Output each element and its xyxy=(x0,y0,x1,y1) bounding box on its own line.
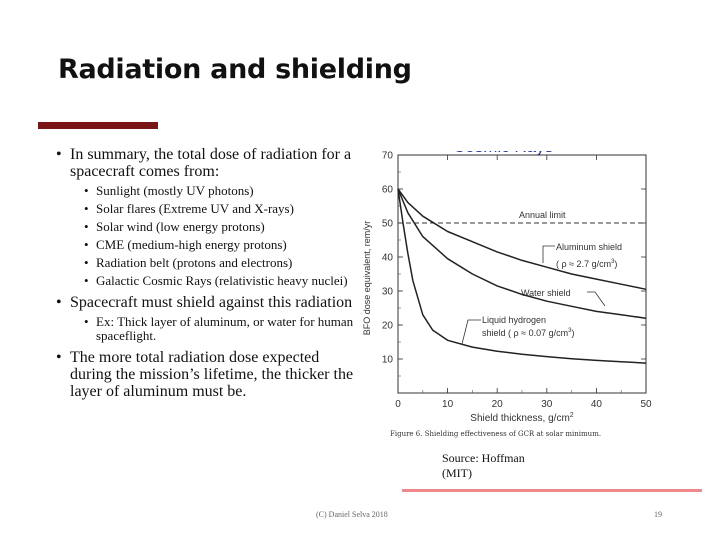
source-line-2: (MIT) xyxy=(442,466,472,480)
slide-title: Radiation and shielding xyxy=(58,54,412,85)
hydrogen-leader-line xyxy=(461,319,481,345)
water-shield-curve xyxy=(397,188,647,319)
sub-bullet-list: Ex: Thick layer of aluminum, or water fo… xyxy=(56,315,356,343)
figure-caption: Figure 6. Shielding effectiveness of GCR… xyxy=(390,430,601,438)
x-axis-label: Shield thickness, g/cm2 xyxy=(470,412,574,424)
sub-bullet-list: Sunlight (mostly UV photons) Solar flare… xyxy=(56,184,356,289)
sub-bullet-item: Sunlight (mostly UV photons) xyxy=(84,184,356,199)
sub-bullet-item: Solar wind (low energy protons) xyxy=(84,220,356,235)
y-tick-label: 50 xyxy=(382,219,394,230)
x-axis-label-sup: 2 xyxy=(570,412,574,419)
source-line-1: Source: Hoffman xyxy=(442,451,525,465)
x-tick-label: 0 xyxy=(395,399,401,410)
plot-area: 0 10 20 30 40 50 10 20 30 40 50 60 70 BFO dose equiv… xyxy=(362,151,652,439)
hydrogen-density-text: shield ( ρ ≈ 0.07 g/cm xyxy=(482,328,568,338)
annual-limit-label: Annual limit xyxy=(519,210,566,220)
sub-bullet-item: CME (medium-high energy protons) xyxy=(84,238,356,253)
y-tick-label: 10 xyxy=(382,355,394,366)
y-tick-label: 40 xyxy=(382,253,394,264)
x-tick-label: 50 xyxy=(640,399,652,410)
y-tick-label: 20 xyxy=(382,321,394,332)
x-tick-label: 30 xyxy=(541,399,553,410)
source-citation: Source: Hoffman (MIT) xyxy=(442,451,562,481)
aluminum-density-sup: 3 xyxy=(611,259,615,265)
bottom-accent-line xyxy=(402,489,702,492)
title-accent-bar xyxy=(38,122,158,129)
sub-bullet-item: Solar flares (Extreme UV and X-rays) xyxy=(84,202,356,217)
y-tick-label: 60 xyxy=(382,185,394,196)
x-axis-label-main: Shield thickness, g/cm xyxy=(470,413,570,424)
plot-frame xyxy=(397,154,647,394)
hydrogen-density-sup: 3 xyxy=(568,328,572,334)
aluminum-density-label: ( ρ ≈ 2.7 g/cm3) xyxy=(556,259,617,269)
overlay-mask xyxy=(375,138,655,151)
footer-copyright: (C) Daniel Selva 2018 xyxy=(316,510,388,519)
slide-number: 19 xyxy=(654,510,662,519)
bullet-item: The more total radiation dose expected d… xyxy=(56,349,356,400)
hydrogen-shield-curve xyxy=(397,188,647,364)
x-tick-label: 20 xyxy=(492,399,504,410)
aluminum-shield-curve xyxy=(397,188,647,291)
bullet-item: In summary, the total dose of radiation … xyxy=(56,146,356,180)
hydrogen-shield-label-2: shield ( ρ ≈ 0.07 g/cm3) xyxy=(482,328,574,338)
water-shield-label: Water shield xyxy=(521,288,571,298)
sub-bullet-item: Ex: Thick layer of aluminum, or water fo… xyxy=(84,315,356,343)
aluminum-leader-line xyxy=(542,245,555,263)
y-axis-label: BFO dose equivalent, rem/yr xyxy=(362,221,372,336)
sub-bullet-item: Radiation belt (protons and electrons) xyxy=(84,256,356,271)
aluminum-density-end: ) xyxy=(614,259,617,269)
bullet-list: In summary, the total dose of radiation … xyxy=(56,146,356,404)
sub-bullet-item: Galactic Cosmic Rays (relativistic heavy… xyxy=(84,274,356,289)
water-leader-line xyxy=(587,291,606,307)
y-tick-label: 70 xyxy=(382,151,394,162)
hydrogen-shield-label-1: Liquid hydrogen xyxy=(482,315,546,325)
x-tick-label: 10 xyxy=(442,399,454,410)
aluminum-shield-label: Aluminum shield xyxy=(556,242,622,252)
aluminum-density-text: ( ρ ≈ 2.7 g/cm xyxy=(556,259,611,269)
bullet-item: Spacecraft must shield against this radi… xyxy=(56,294,356,311)
hydrogen-density-end: ) xyxy=(571,328,574,338)
x-tick-label: 40 xyxy=(591,399,603,410)
y-tick-label: 30 xyxy=(382,287,394,298)
